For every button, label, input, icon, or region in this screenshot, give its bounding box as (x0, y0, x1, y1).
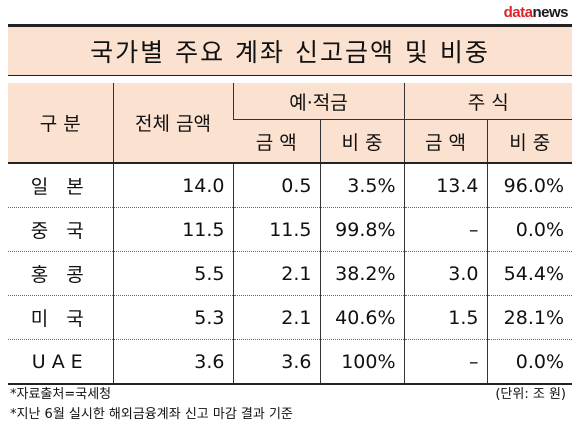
stock-amount-cell: 3.0 (403, 251, 488, 296)
total-cell: 14.0 (112, 163, 233, 208)
unit-note: (단위: 조 원) (495, 387, 566, 402)
deposit-share-cell: 100% (319, 339, 405, 385)
stock-amount-cell: – (403, 339, 488, 385)
deposit-share-cell: 38.2% (319, 251, 405, 296)
deposit-amount-cell: 2.1 (232, 295, 320, 340)
stock-amount-cell: – (403, 207, 488, 252)
country-cell: 중 국 (8, 207, 113, 252)
header-deposit-amount: 금 액 (233, 119, 320, 163)
logo-part-data: data (503, 4, 533, 21)
deposit-amount-cell: 3.6 (232, 339, 320, 385)
stock-amount-cell: 13.4 (403, 163, 488, 208)
footnotes: *자료출처=국세청 *지난 6월 실시한 해외금융계좌 신고 마감 결과 기준 (10, 385, 293, 425)
table-row: 홍 콩 5.5 2.1 38.2% 3.0 54.4% (8, 251, 573, 296)
header-total: 전체 금액 (112, 83, 233, 163)
source-note: *자료출처=국세청 (10, 387, 112, 402)
table-row: UAE 3.6 3.6 100% – 0.0% (8, 339, 573, 385)
stock-share-cell: 0.0% (486, 207, 573, 252)
country-cell: 미 국 (8, 295, 113, 340)
deposit-share-cell: 3.5% (319, 163, 405, 208)
country-cell: UAE (8, 339, 113, 385)
deposit-amount-cell: 2.1 (232, 251, 320, 296)
header-category: 구 분 (8, 83, 113, 163)
header-stock: 주 식 (403, 83, 573, 120)
header-deposit-share: 비 중 (319, 119, 405, 163)
stock-share-cell: 28.1% (486, 295, 573, 340)
total-cell: 11.5 (112, 207, 233, 252)
stock-amount-cell: 1.5 (403, 295, 488, 340)
total-cell: 5.5 (112, 251, 233, 296)
deposit-share-cell: 40.6% (319, 295, 405, 340)
logo-part-news: news (532, 4, 568, 21)
basis-note: *지난 6월 실시한 해외금융계좌 신고 마감 결과 기준 (10, 407, 293, 422)
stock-share-cell: 54.4% (486, 251, 573, 296)
header-stock-share: 비 중 (486, 119, 573, 163)
stock-share-cell: 0.0% (486, 339, 573, 385)
header-stock-amount: 금 액 (403, 119, 488, 163)
country-cell: 홍 콩 (8, 251, 113, 296)
table-row: 중 국 11.5 11.5 99.8% – 0.0% (8, 207, 573, 252)
deposit-share-cell: 99.8% (319, 207, 405, 252)
country-cell: 일 본 (8, 163, 113, 208)
table-title: 국가별 주요 계좌 신고금액 및 비중 (8, 24, 572, 76)
deposit-amount-cell: 0.5 (232, 163, 320, 208)
stock-share-cell: 96.0% (486, 163, 573, 208)
datanews-logo: datanews (503, 4, 569, 21)
total-cell: 3.6 (112, 339, 233, 385)
header-deposit: 예·적금 (232, 83, 405, 120)
deposit-amount-cell: 11.5 (232, 207, 320, 252)
table-row: 일 본 14.0 0.5 3.5% 13.4 96.0% (8, 163, 573, 208)
table-row: 미 국 5.3 2.1 40.6% 1.5 28.1% (8, 295, 573, 340)
total-cell: 5.3 (112, 295, 233, 340)
accounts-table: 구 분 전체 금액 예·적금 주 식 금 액 비 중 금 액 비 중 일 본 1… (8, 83, 573, 385)
